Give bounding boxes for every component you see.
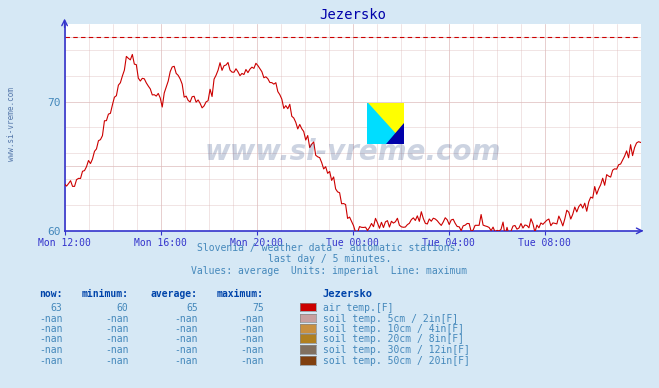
Text: -nan: -nan bbox=[105, 324, 129, 334]
Text: soil temp. 20cm / 8in[F]: soil temp. 20cm / 8in[F] bbox=[323, 334, 464, 345]
Text: www.si-vreme.com: www.si-vreme.com bbox=[7, 87, 16, 161]
Text: -nan: -nan bbox=[240, 314, 264, 324]
Text: maximum:: maximum: bbox=[217, 289, 264, 299]
Text: soil temp. 50cm / 20in[F]: soil temp. 50cm / 20in[F] bbox=[323, 356, 470, 366]
Text: -nan: -nan bbox=[105, 334, 129, 345]
Text: -nan: -nan bbox=[39, 334, 63, 345]
Text: -nan: -nan bbox=[39, 345, 63, 355]
Text: -nan: -nan bbox=[39, 314, 63, 324]
Text: 60: 60 bbox=[117, 303, 129, 313]
Text: 63: 63 bbox=[51, 303, 63, 313]
Text: soil temp. 5cm / 2in[F]: soil temp. 5cm / 2in[F] bbox=[323, 314, 458, 324]
Text: -nan: -nan bbox=[174, 324, 198, 334]
Text: -nan: -nan bbox=[39, 356, 63, 366]
Text: -nan: -nan bbox=[174, 334, 198, 345]
Polygon shape bbox=[367, 103, 405, 144]
Polygon shape bbox=[386, 123, 405, 144]
Text: -nan: -nan bbox=[174, 314, 198, 324]
Title: Jezersko: Jezersko bbox=[319, 7, 386, 21]
Text: -nan: -nan bbox=[240, 356, 264, 366]
Text: Jezersko: Jezersko bbox=[323, 289, 373, 299]
Text: -nan: -nan bbox=[39, 324, 63, 334]
Text: soil temp. 30cm / 12in[F]: soil temp. 30cm / 12in[F] bbox=[323, 345, 470, 355]
Text: soil temp. 10cm / 4in[F]: soil temp. 10cm / 4in[F] bbox=[323, 324, 464, 334]
Text: now:: now: bbox=[39, 289, 63, 299]
Text: average:: average: bbox=[151, 289, 198, 299]
Text: air temp.[F]: air temp.[F] bbox=[323, 303, 393, 313]
Text: -nan: -nan bbox=[105, 345, 129, 355]
Text: -nan: -nan bbox=[240, 334, 264, 345]
Text: -nan: -nan bbox=[105, 314, 129, 324]
Text: -nan: -nan bbox=[174, 356, 198, 366]
Text: -nan: -nan bbox=[174, 345, 198, 355]
Text: -nan: -nan bbox=[240, 324, 264, 334]
Text: Slovenia / weather data - automatic stations.: Slovenia / weather data - automatic stat… bbox=[197, 242, 462, 253]
Text: 65: 65 bbox=[186, 303, 198, 313]
Text: Values: average  Units: imperial  Line: maximum: Values: average Units: imperial Line: ma… bbox=[191, 266, 468, 276]
Text: -nan: -nan bbox=[240, 345, 264, 355]
Text: -nan: -nan bbox=[105, 356, 129, 366]
Text: minimum:: minimum: bbox=[82, 289, 129, 299]
Text: www.si-vreme.com: www.si-vreme.com bbox=[204, 138, 501, 166]
Text: last day / 5 minutes.: last day / 5 minutes. bbox=[268, 254, 391, 264]
Text: 75: 75 bbox=[252, 303, 264, 313]
